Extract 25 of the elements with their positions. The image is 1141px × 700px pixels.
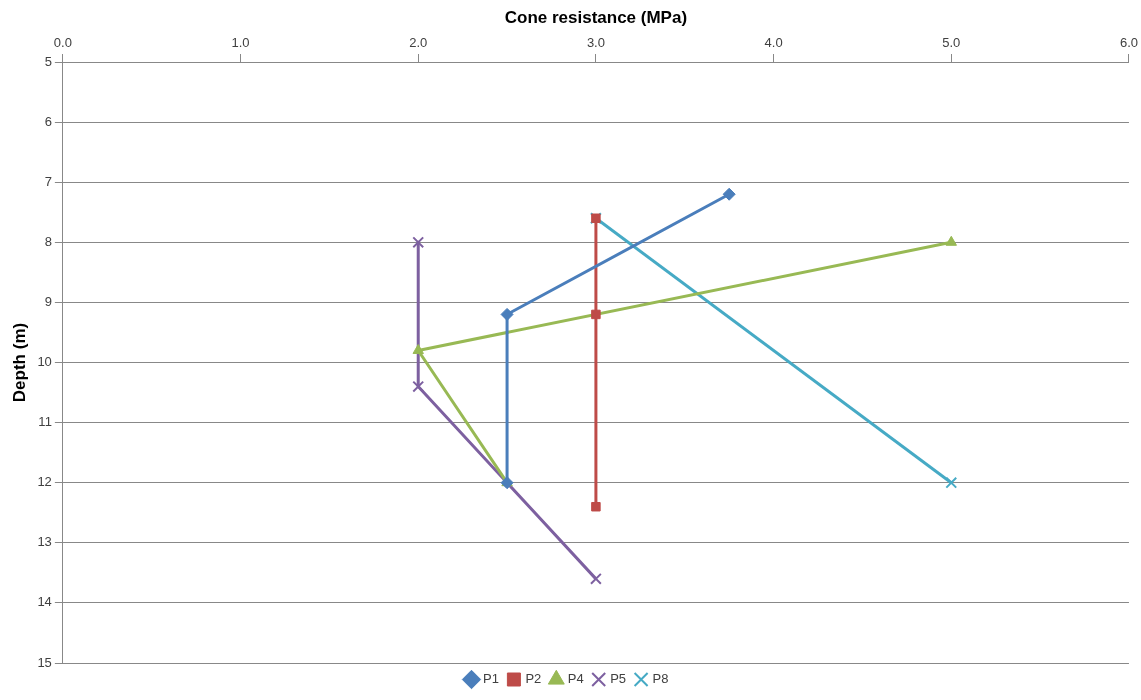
y-tick-label: 5 <box>44 53 52 69</box>
y-tick-label: 13 <box>37 534 52 550</box>
y-tick-label: 8 <box>44 233 52 249</box>
x-tick-label: 5.0 <box>942 34 961 50</box>
legend-label: P5 <box>610 671 627 687</box>
y-tick-label: 6 <box>44 113 52 129</box>
x-tick-label: 6.0 <box>1119 34 1138 50</box>
y-tick-label: 7 <box>44 173 52 189</box>
y-tick-label: 15 <box>37 654 52 670</box>
x-tick-label: 2.0 <box>409 34 428 50</box>
y-tick-label: 9 <box>44 293 52 309</box>
legend-label: P4 <box>567 671 584 687</box>
x-tick-label: 4.0 <box>764 34 783 50</box>
x-axis-title: Cone resistance (MPa) <box>504 7 688 27</box>
x-tick-label: 0.0 <box>53 34 72 50</box>
y-tick-label: 14 <box>37 594 52 610</box>
y-tick-label: 12 <box>37 474 52 490</box>
legend-label: P2 <box>525 671 542 687</box>
x-tick-label: 3.0 <box>586 34 605 50</box>
y-tick-label: 11 <box>38 414 52 430</box>
legend-label: P8 <box>652 671 669 687</box>
legend-label: P1 <box>483 671 499 687</box>
y-axis-title: Depth (m) <box>9 322 29 403</box>
y-tick-label: 10 <box>37 354 52 370</box>
x-tick-label: 1.0 <box>231 34 250 50</box>
